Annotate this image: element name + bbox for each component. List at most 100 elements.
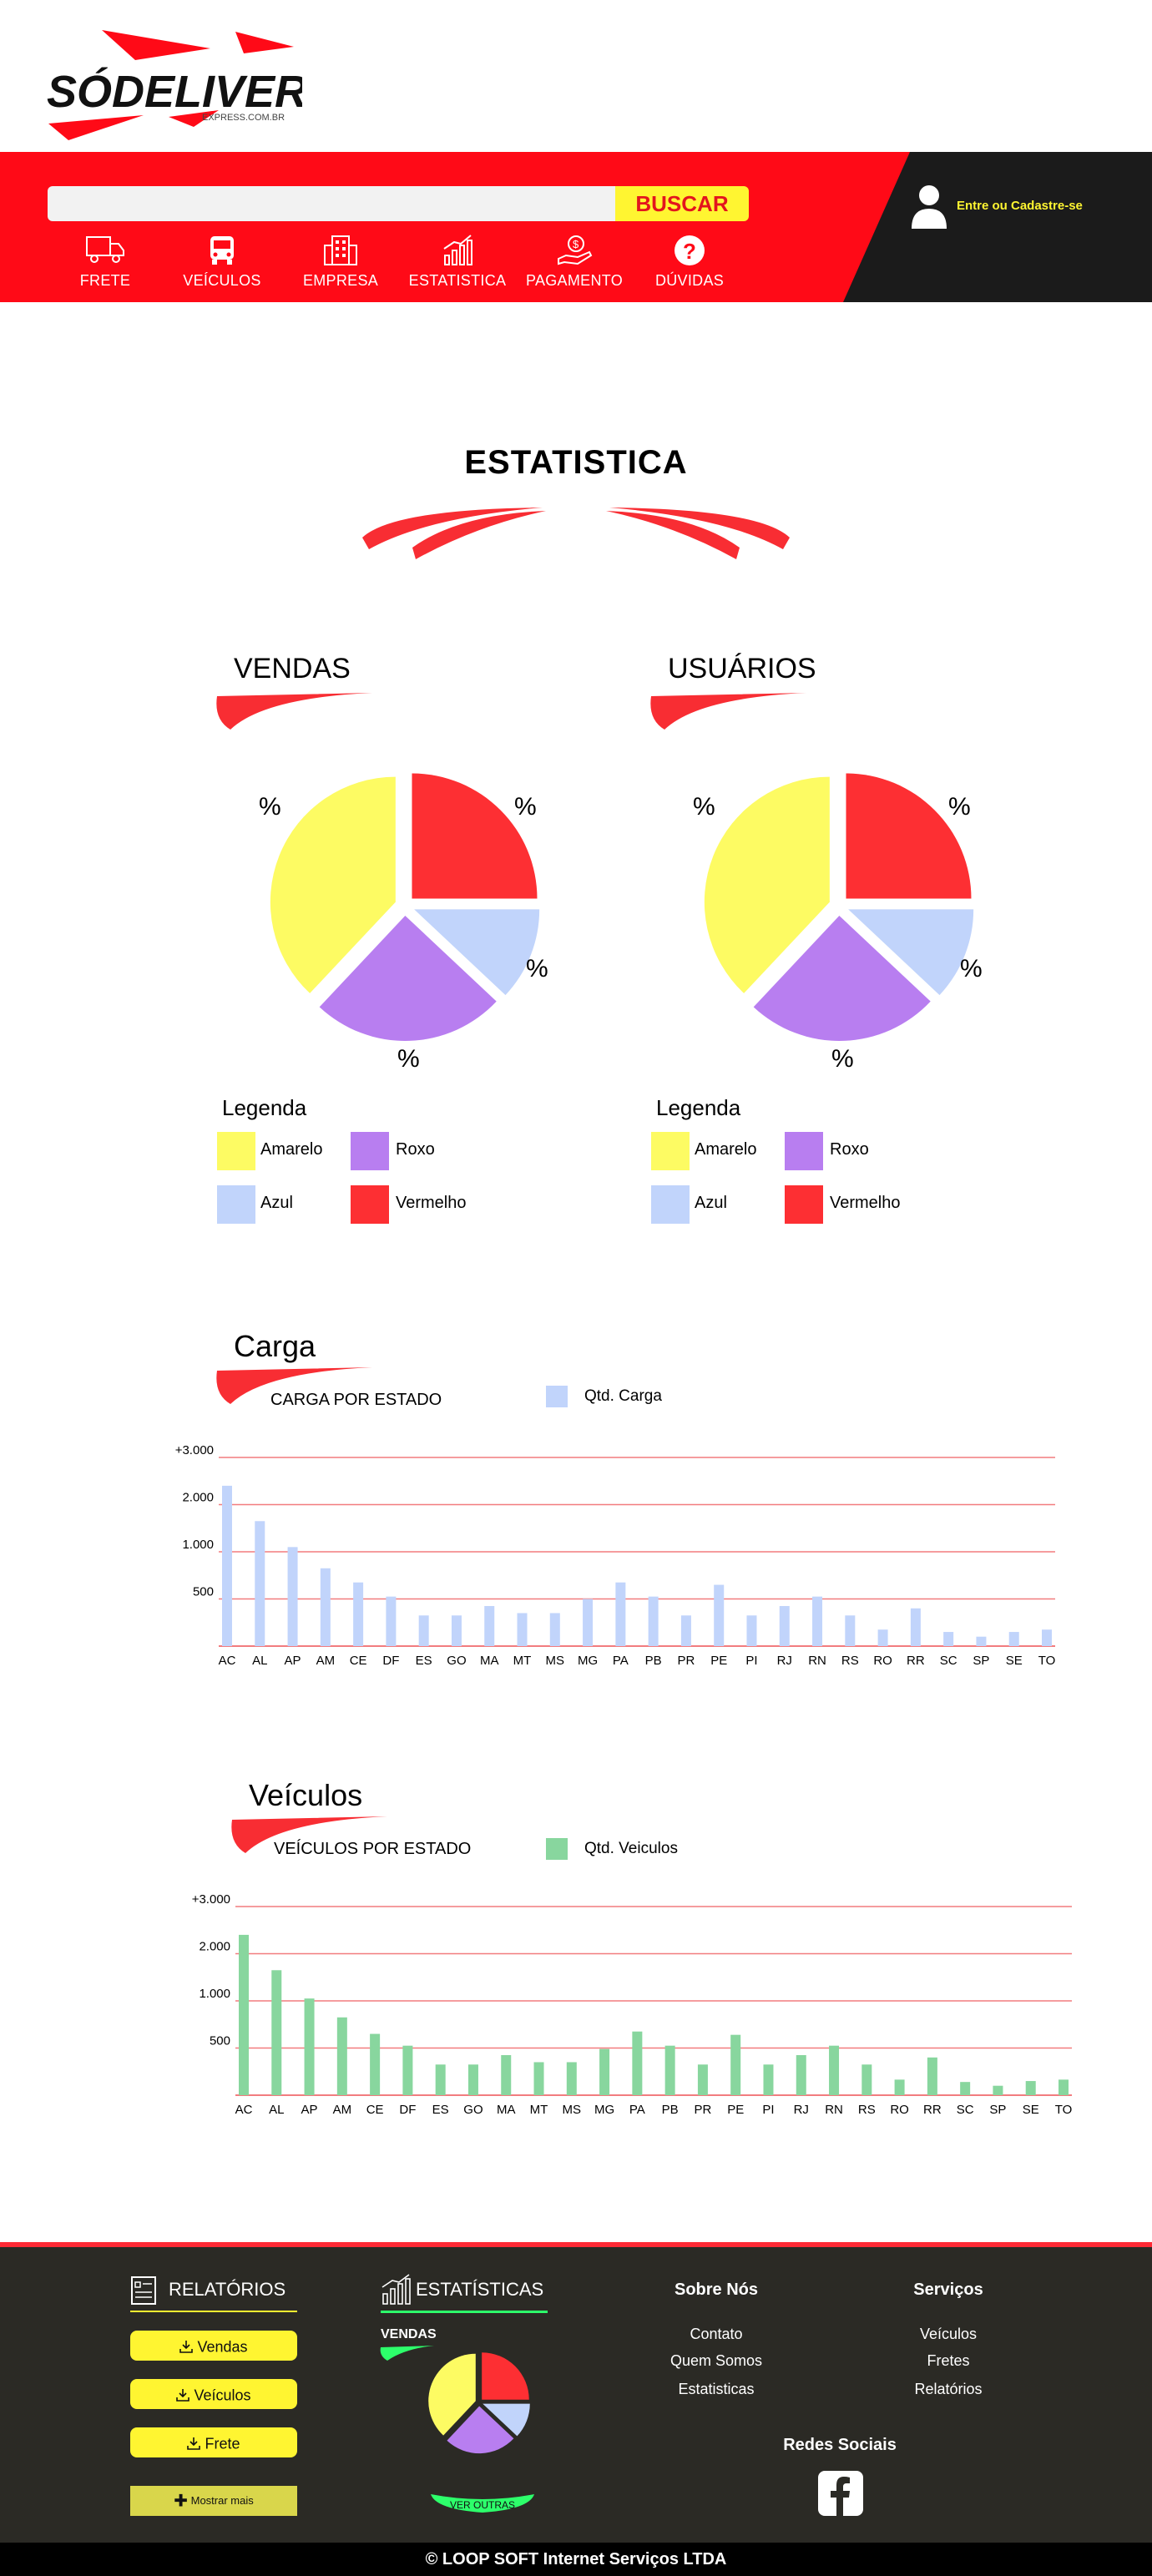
login-link[interactable]: Entre ou Cadastre-se — [957, 199, 1083, 213]
bar-ma — [484, 1605, 495, 1646]
legend-swatch-azul — [217, 1185, 255, 1224]
vendas-swoosh — [216, 693, 372, 730]
brand-logo[interactable]: SÓDELIVERY EXPRESS.COM.BR — [43, 23, 302, 140]
x-tick-label: MG — [594, 2103, 614, 2117]
legend-label-vermelho: Vermelho — [830, 1194, 901, 1212]
x-tick-label: AC — [219, 1654, 236, 1668]
ver-outras-link[interactable]: VER OUTRAS — [449, 2499, 515, 2511]
bar-mg — [599, 2048, 610, 2095]
bar-pa — [615, 1582, 626, 1646]
report-veiculos-button[interactable]: Veículos — [130, 2379, 297, 2409]
x-tick-label: AC — [235, 2103, 253, 2117]
x-tick-label: PI — [762, 2103, 774, 2117]
page-title: ESTATISTICA — [464, 444, 688, 481]
usuarios-swoosh — [650, 693, 806, 730]
bar-to — [1059, 2079, 1069, 2095]
vendas-legend-title: Legenda — [222, 1095, 307, 1120]
bar-ce — [353, 1582, 364, 1646]
nav-duvidas[interactable]: ? DÚVIDAS — [631, 234, 748, 292]
footer-link-estatisticas[interactable]: Estatisticas — [678, 2381, 755, 2397]
y-tick-label: +3.000 — [192, 1892, 230, 1907]
footer-link-fretes[interactable]: Fretes — [927, 2352, 970, 2369]
usuarios-legend-title: Legenda — [656, 1095, 741, 1120]
bar-ap — [287, 1547, 298, 1646]
legend-label-amarelo: Amarelo — [260, 1140, 323, 1159]
bar-go — [451, 1615, 462, 1646]
vendas-pie-chart — [270, 773, 540, 1041]
y-tick-label: 1.000 — [199, 1987, 230, 2001]
x-tick-label: MT — [530, 2103, 548, 2117]
bus-icon — [210, 236, 234, 265]
bar-ms — [549, 1613, 560, 1646]
bar-pb — [664, 2045, 675, 2095]
report-frete-button[interactable]: Frete — [130, 2427, 297, 2457]
legend-label-vermelho: Vermelho — [396, 1194, 467, 1212]
footer-link-quem-somos[interactable]: Quem Somos — [669, 2352, 763, 2369]
bar-al — [255, 1521, 265, 1646]
x-tick-label: DF — [399, 2103, 416, 2117]
building-icon — [324, 235, 357, 265]
social-title: Redes Sociais — [783, 2436, 897, 2454]
footer-link-veiculos[interactable]: Veículos — [919, 2326, 978, 2342]
x-tick-label: RR — [907, 1654, 925, 1668]
bar-ro — [894, 2079, 905, 2095]
footer-link-contato[interactable]: Contato — [690, 2326, 743, 2342]
bar-sp — [976, 1636, 987, 1646]
nav-empresa[interactable]: EMPRESA — [282, 234, 399, 292]
money-hand-icon: $ — [558, 235, 593, 265]
estatisticas-underline — [381, 2311, 548, 2313]
pct-label-roxo: % — [397, 1045, 420, 1073]
bar-sc — [960, 2082, 971, 2095]
x-tick-label: CE — [366, 2103, 384, 2117]
bar-ro — [877, 1629, 888, 1646]
bar-df — [386, 1596, 397, 1646]
search-input[interactable] — [48, 186, 615, 221]
x-tick-label: RS — [841, 1654, 859, 1668]
x-tick-label: PB — [645, 1654, 662, 1668]
nav-label: EMPRESA — [302, 272, 379, 289]
x-tick-label: SP — [973, 1654, 989, 1668]
footer-accent — [0, 2242, 1152, 2247]
x-tick-label: MS — [563, 2103, 582, 2117]
x-tick-label: AL — [252, 1654, 267, 1668]
footer-link-relatorios[interactable]: Relatórios — [914, 2381, 983, 2397]
footer-pie-chart[interactable] — [424, 2347, 534, 2457]
usuarios-pie-chart — [704, 773, 974, 1041]
vendas-title: VENDAS — [234, 653, 351, 684]
download-icon — [179, 2341, 194, 2354]
show-more-button[interactable]: ✚ Mostrar mais — [130, 2486, 297, 2516]
facebook-icon[interactable] — [818, 2471, 863, 2516]
carga-title: Carga — [234, 1329, 316, 1363]
bar-rr — [927, 2057, 937, 2095]
bar-rn — [812, 1596, 823, 1646]
report-vendas-button[interactable]: Vendas — [130, 2331, 297, 2361]
nav-pagamento[interactable]: $ PAGAMENTO — [516, 234, 633, 292]
x-tick-label: SC — [940, 1654, 957, 1668]
y-tick-label: 500 — [193, 1585, 214, 1599]
x-tick-label: MA — [480, 1654, 499, 1668]
x-tick-label: CE — [350, 1654, 367, 1668]
x-tick-label: RS — [858, 2103, 876, 2117]
x-tick-label: RR — [923, 2103, 942, 2117]
carga-subtitle: CARGA POR ESTADO — [270, 1391, 442, 1409]
x-tick-label: TO — [1038, 1654, 1056, 1668]
nav-label: PAGAMENTO — [525, 272, 624, 289]
nav-veiculos[interactable]: VEÍCULOS — [164, 234, 280, 292]
legend-label-roxo: Roxo — [396, 1140, 435, 1159]
bar-pr — [680, 1615, 691, 1646]
copyright: © LOOP SOFT Internet Serviços LTDA — [0, 2543, 1152, 2576]
bar-se — [1008, 1632, 1019, 1646]
bar-se — [1025, 2081, 1036, 2095]
nav-estatistica[interactable]: ESTATISTICA — [399, 234, 516, 292]
relatorios-underline — [130, 2311, 297, 2312]
download-icon — [187, 2437, 201, 2451]
question-icon: ? — [675, 235, 705, 265]
nav-frete[interactable]: FRETE — [47, 234, 164, 292]
bar-mt — [533, 2062, 544, 2095]
veiculos-title: Veículos — [249, 1778, 363, 1812]
user-icon[interactable] — [910, 184, 948, 230]
pie-slice-azul — [414, 909, 540, 996]
bar-pi — [763, 2064, 774, 2095]
search-button[interactable]: BUSCAR — [615, 186, 749, 221]
legend-label-azul: Azul — [260, 1194, 293, 1212]
